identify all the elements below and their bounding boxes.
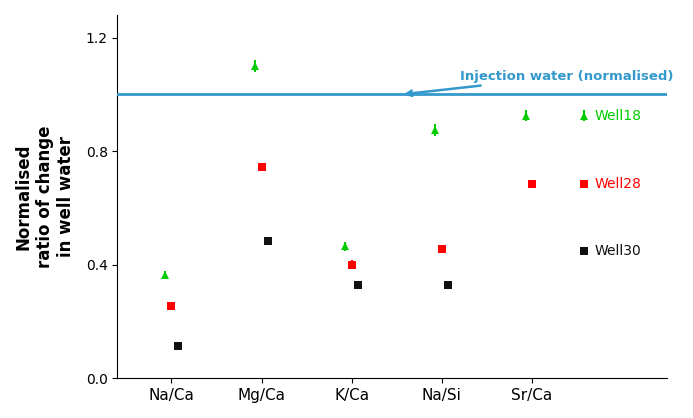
Text: Well30: Well30	[595, 244, 642, 257]
Y-axis label: Normalised
ratio of change
in well water: Normalised ratio of change in well water	[15, 125, 75, 268]
Text: Well18: Well18	[595, 109, 642, 123]
Text: Well28: Well28	[595, 177, 642, 191]
Text: Injection water (normalised): Injection water (normalised)	[407, 69, 674, 96]
